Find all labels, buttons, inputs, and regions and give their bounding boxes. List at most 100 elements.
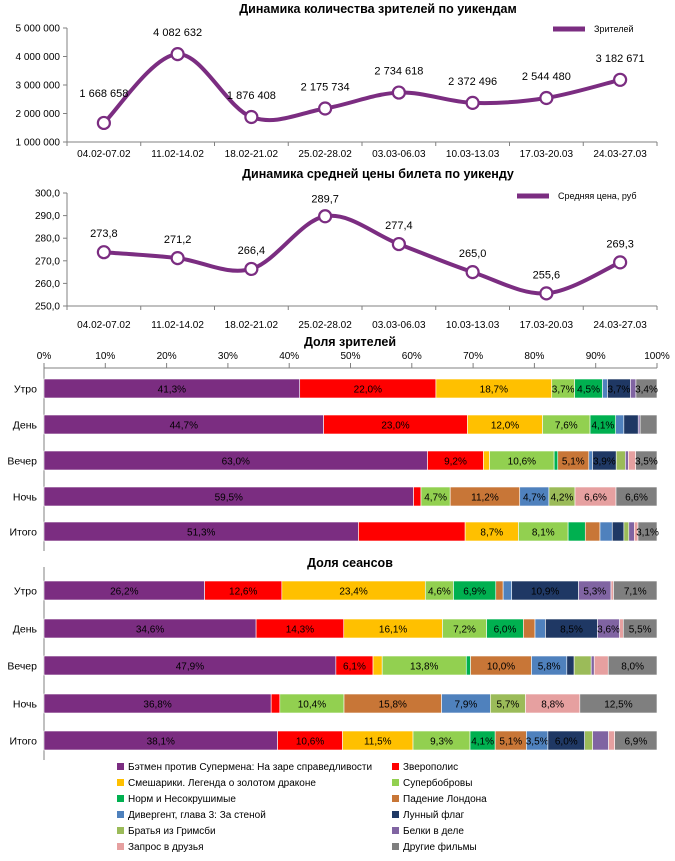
bar-segment-friends bbox=[619, 618, 624, 639]
bar-segment-tastecake bbox=[573, 655, 592, 676]
bar-segment-zveropolis bbox=[270, 693, 281, 714]
legend-label-tastecake: Братья из Гримсби bbox=[128, 825, 216, 837]
x-tick-label: 18.02-21.02 bbox=[225, 320, 279, 331]
y-tick-label: 280,0 bbox=[35, 234, 60, 245]
segment-label: 44,7% bbox=[170, 421, 198, 432]
legend-label-batman: Бэтмен против Супермена: На заре справед… bbox=[128, 762, 372, 773]
row-label: Ночь bbox=[13, 492, 38, 504]
y-tick-label: 260,0 bbox=[35, 279, 60, 290]
legend-label-friends: Запрос в друзья bbox=[128, 842, 204, 853]
segment-label: 63,0% bbox=[222, 457, 250, 468]
segment-label: 41,3% bbox=[158, 385, 186, 396]
bar-segment-other bbox=[614, 730, 658, 751]
data-label: 2 734 618 bbox=[374, 66, 423, 78]
row-label: Итого bbox=[9, 527, 37, 539]
data-label: 289,7 bbox=[311, 193, 339, 205]
x-tick-label: 24.03-27.03 bbox=[593, 320, 647, 331]
y-tick-label: 270,0 bbox=[35, 256, 60, 267]
bar-segment-other bbox=[635, 378, 658, 399]
segment-label: 18,7% bbox=[480, 385, 508, 396]
segment-label: 22,0% bbox=[354, 385, 382, 396]
bar-segment-moonflag bbox=[566, 655, 575, 676]
x-tick-label: 0% bbox=[37, 351, 52, 362]
bar-segment-other bbox=[639, 414, 658, 435]
segment-label: 5,8% bbox=[538, 662, 561, 673]
segment-label: 6,9% bbox=[463, 587, 486, 598]
row-label: День bbox=[13, 420, 38, 432]
x-tick-label: 90% bbox=[586, 351, 606, 362]
segment-label: 10,6% bbox=[508, 457, 536, 468]
segment-label: 36,8% bbox=[143, 700, 171, 711]
x-tick-label: 50% bbox=[340, 351, 360, 362]
segment-label: 7,1% bbox=[624, 587, 647, 598]
viewers-line-chart: Динамика количества зрителей по уикендам… bbox=[16, 2, 658, 160]
x-tick-label: 10% bbox=[95, 351, 115, 362]
sessions-share-title: Доля сеансов bbox=[307, 556, 393, 570]
segment-label: 3,5% bbox=[635, 457, 658, 468]
segment-label: 4,1% bbox=[591, 421, 614, 432]
x-tick-label: 04.02-07.02 bbox=[77, 320, 131, 331]
row-label: День bbox=[13, 624, 38, 636]
bar-segment-divergent bbox=[502, 580, 513, 601]
y-tick-label: 5 000 000 bbox=[16, 24, 61, 35]
data-point bbox=[391, 85, 406, 100]
segment-label: 59,5% bbox=[215, 493, 243, 504]
segment-label: 4,7% bbox=[523, 493, 546, 504]
data-label: 277,4 bbox=[385, 220, 413, 232]
bar-segment-friends bbox=[593, 655, 609, 676]
legend-swatch-moonflag bbox=[392, 811, 399, 818]
x-tick-label: 40% bbox=[279, 351, 299, 362]
x-tick-label: 11.02-14.02 bbox=[151, 149, 204, 160]
row-label: Утро bbox=[14, 586, 37, 598]
segment-label: 4,1% bbox=[471, 737, 494, 748]
data-point bbox=[465, 95, 480, 110]
data-point bbox=[613, 255, 628, 270]
legend-swatch-smeshariki bbox=[117, 779, 124, 786]
data-label: 265,0 bbox=[459, 248, 487, 260]
segment-label: 26,2% bbox=[110, 587, 138, 598]
bar-segment-divergent bbox=[534, 618, 546, 639]
legend-swatch-divergent bbox=[117, 811, 124, 818]
price-legend-label: Средняя цена, руб bbox=[558, 191, 636, 201]
segment-label: 6,6% bbox=[584, 493, 607, 504]
segment-label: 3,9% bbox=[593, 457, 616, 468]
bar-segment-divergent bbox=[599, 521, 613, 542]
segment-label: 5,5% bbox=[629, 625, 652, 636]
data-label: 1 876 408 bbox=[227, 90, 276, 102]
x-tick-label: 25.02-28.02 bbox=[298, 149, 352, 160]
x-tick-label: 17.03-20.03 bbox=[520, 149, 574, 160]
legend-label-smeshariki: Смешарики. Легенда о золотом драконе bbox=[128, 778, 316, 789]
row-label: Итого bbox=[9, 736, 37, 748]
segment-label: 9,2% bbox=[444, 457, 467, 468]
viewers-share-chart: Доля зрителей 0% 10% 20% 30% 40% 50% 60% 70% 80%… bbox=[7, 335, 670, 551]
legend-swatch-zveropolis bbox=[392, 763, 399, 770]
data-point bbox=[244, 261, 259, 277]
data-label: 2 372 496 bbox=[448, 76, 497, 88]
bar-segment-norm bbox=[567, 521, 586, 542]
y-tick-label: 300,0 bbox=[35, 189, 60, 200]
row-label: Утро bbox=[14, 384, 37, 396]
viewers-chart-title: Динамика количества зрителей по уикендам bbox=[239, 2, 516, 16]
bar-segment-friends bbox=[610, 580, 614, 601]
segment-label: 10,6% bbox=[296, 737, 324, 748]
viewers-legend-label: Зрителей bbox=[594, 24, 633, 34]
data-label: 269,3 bbox=[606, 238, 634, 250]
segment-label: 8,0% bbox=[621, 662, 644, 673]
data-label: 1 668 658 bbox=[79, 88, 128, 100]
segment-label: 51,3% bbox=[187, 528, 215, 539]
data-label: 4 082 632 bbox=[153, 27, 202, 39]
viewers-legend: Зрителей bbox=[553, 24, 633, 34]
price-line-chart: Динамика средней цены билета по уикенду … bbox=[35, 167, 658, 331]
bar-segment-smeshariki bbox=[483, 450, 490, 471]
x-tick-label: 100% bbox=[644, 351, 670, 362]
segment-label: 6,0% bbox=[494, 625, 517, 636]
x-tick-label: 30% bbox=[218, 351, 238, 362]
legend-swatch-other bbox=[392, 843, 399, 850]
bar-segment-belki bbox=[628, 521, 635, 542]
x-tick-label: 60% bbox=[402, 351, 422, 362]
segment-label: 12,5% bbox=[604, 700, 632, 711]
x-tick-label: 25.02-28.02 bbox=[298, 320, 352, 331]
segment-label: 11,5% bbox=[364, 737, 392, 748]
segment-label: 38,1% bbox=[147, 737, 175, 748]
segment-label: 5,1% bbox=[499, 737, 522, 748]
